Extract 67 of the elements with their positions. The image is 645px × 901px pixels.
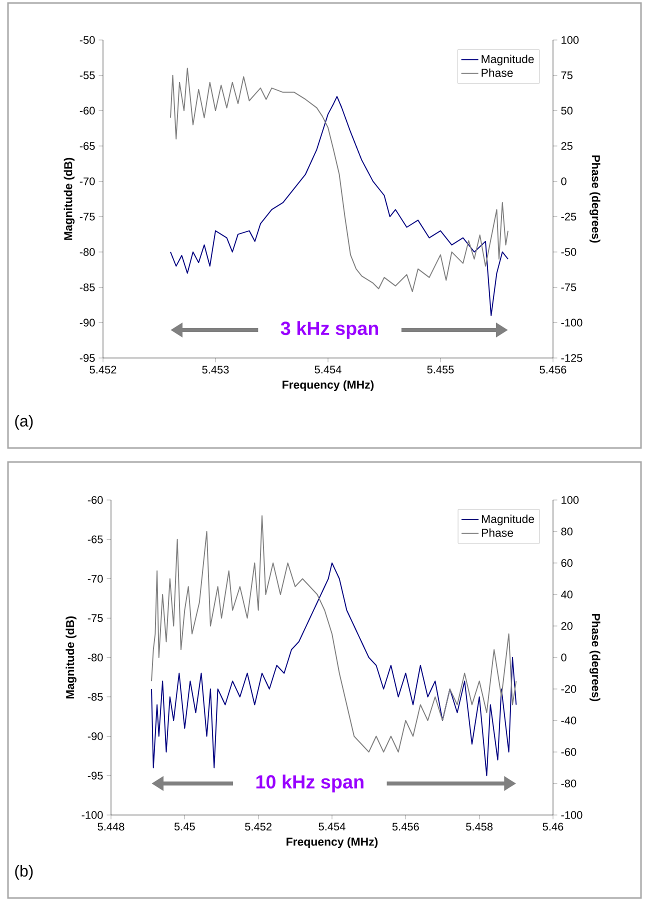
y-tick-label: -55 (80, 72, 95, 80)
x-tick-label: 5.46 (542, 822, 564, 831)
y2-tick-label: -40 (561, 716, 576, 724)
x-tick-label: 5.456 (392, 822, 419, 831)
y2-tick-label: 20 (561, 622, 573, 630)
y-tick-label: -100 (82, 811, 103, 819)
y2-axis-title: Phase (degrees) (590, 156, 600, 243)
y2-tick-label: -50 (561, 248, 576, 256)
y-tick-label: -75 (80, 212, 95, 220)
legend-label: Magnitude (482, 54, 534, 66)
y2-tick-label: 0 (561, 177, 566, 186)
y2-tick-label: 75 (561, 72, 572, 80)
y2-tick-label: -25 (561, 212, 576, 221)
y-tick-label: -80 (88, 654, 103, 662)
y-tick-label: -85 (88, 693, 103, 701)
legend-label: Phase (482, 528, 514, 537)
x-tick-label: 5.458 (466, 822, 493, 831)
y-tick-label: -90 (80, 318, 95, 327)
y2-tick-label: 25 (561, 142, 572, 150)
y-tick-label: -90 (88, 732, 103, 740)
y2-tick-label: 50 (561, 106, 573, 115)
y2-tick-label: -100 (561, 811, 582, 819)
x-tick-label: 5.453 (202, 366, 229, 374)
x-tick-label: 5.452 (90, 366, 116, 374)
x-tick-label: 5.456 (540, 366, 566, 374)
y-tick-label: -50 (80, 36, 95, 44)
y2-tick-label: -125 (561, 354, 582, 362)
y2-axis-title: Phase (degrees) (590, 614, 600, 702)
x-tick-label: 5.45 (174, 822, 195, 830)
y2-tick-label: 80 (561, 528, 573, 536)
y2-tick-label: -100 (561, 318, 582, 327)
y-tick-label: -60 (80, 106, 95, 115)
y-axis-title: Magnitude (dB) (64, 158, 75, 240)
y2-tick-label: 100 (562, 36, 579, 44)
y-tick-label: -60 (88, 496, 103, 504)
x-tick-label: 5.454 (318, 822, 346, 830)
annotation: 3 kHz span (280, 321, 378, 339)
x-tick-label: 5.452 (245, 822, 272, 831)
y-tick-label: -80 (80, 248, 95, 256)
legend-label: Phase (482, 68, 513, 77)
annotation: 10 kHz span (256, 774, 364, 792)
y-tick-label: -70 (80, 177, 95, 186)
x-tick-label: 5.455 (427, 366, 454, 374)
y-tick-label: -75 (88, 614, 103, 622)
legend-label: Magnitude (482, 514, 534, 526)
x-tick-label: 5.448 (98, 822, 124, 831)
y2-tick-label: 0 (561, 654, 566, 662)
y2-tick-label: -80 (561, 780, 576, 788)
y-axis-title: Magnitude (dB) (66, 616, 76, 698)
x-tick-label: 5.454 (314, 366, 342, 374)
y2-tick-label: -20 (561, 685, 576, 693)
y-tick-label: -95 (88, 772, 103, 780)
y-tick-label: -65 (80, 142, 95, 150)
y2-tick-label: 40 (561, 590, 573, 598)
y2-tick-label: -60 (561, 748, 576, 756)
y-tick-label: -85 (80, 283, 95, 292)
y2-tick-label: 100 (562, 496, 579, 504)
y-tick-label: -70 (88, 574, 103, 583)
x-axis-title: Frequency (MHz) (282, 380, 374, 392)
line-series (170, 96, 509, 316)
text: (b) (15, 864, 33, 880)
y-tick-label: -95 (80, 354, 95, 362)
y-tick-label: -65 (88, 536, 103, 544)
y2-tick-label: -75 (561, 284, 576, 292)
y2-tick-label: 60 (561, 559, 573, 567)
x-axis-title: Frequency (MHz) (286, 837, 378, 848)
text: (a) (15, 414, 33, 430)
